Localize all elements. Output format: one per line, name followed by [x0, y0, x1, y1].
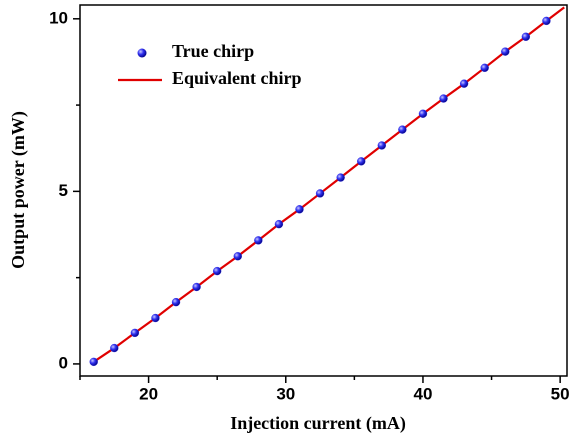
x-tick-label: 50: [551, 384, 570, 403]
plot-frame: [79, 4, 568, 377]
scatter-point: [398, 125, 407, 134]
x-tick-label: 20: [139, 384, 158, 403]
scatter-point: [315, 189, 325, 198]
scatter-point: [542, 16, 551, 26]
scatter-point: [151, 313, 160, 323]
scatter-point: [171, 297, 181, 307]
scatter-point: [130, 328, 140, 338]
scatter-point: [192, 282, 201, 292]
y-axis-label: Output power (mW): [8, 111, 29, 269]
scatter-point: [521, 32, 530, 41]
legend-label: Equivalent chirp: [172, 68, 302, 88]
x-tick-label: 40: [413, 384, 432, 403]
scatter-point: [213, 266, 222, 276]
legend-label: True chirp: [172, 41, 254, 61]
scatter-point: [274, 219, 284, 229]
y-tick-label: 0: [59, 353, 68, 372]
scatter-point: [254, 236, 263, 245]
scatter-point: [336, 173, 345, 182]
line-series: [93, 6, 565, 363]
scatter-point: [459, 79, 469, 88]
scatter-point: [439, 94, 448, 103]
x-axis-label: Injection current (mA): [230, 413, 406, 434]
scatter-point: [377, 141, 386, 150]
scatter-point: [357, 157, 366, 166]
y-tick-label: 10: [49, 8, 68, 27]
scatter-point: [418, 109, 428, 118]
scatter-point: [295, 205, 304, 214]
legend-marker: [137, 48, 147, 58]
scatter-point: [89, 357, 98, 367]
scatter-point: [110, 343, 119, 353]
scatter-point: [480, 63, 489, 72]
scatter-point: [233, 252, 242, 261]
scatter-point: [501, 47, 510, 56]
x-tick-label: 30: [276, 384, 295, 403]
y-tick-label: 5: [59, 181, 68, 200]
